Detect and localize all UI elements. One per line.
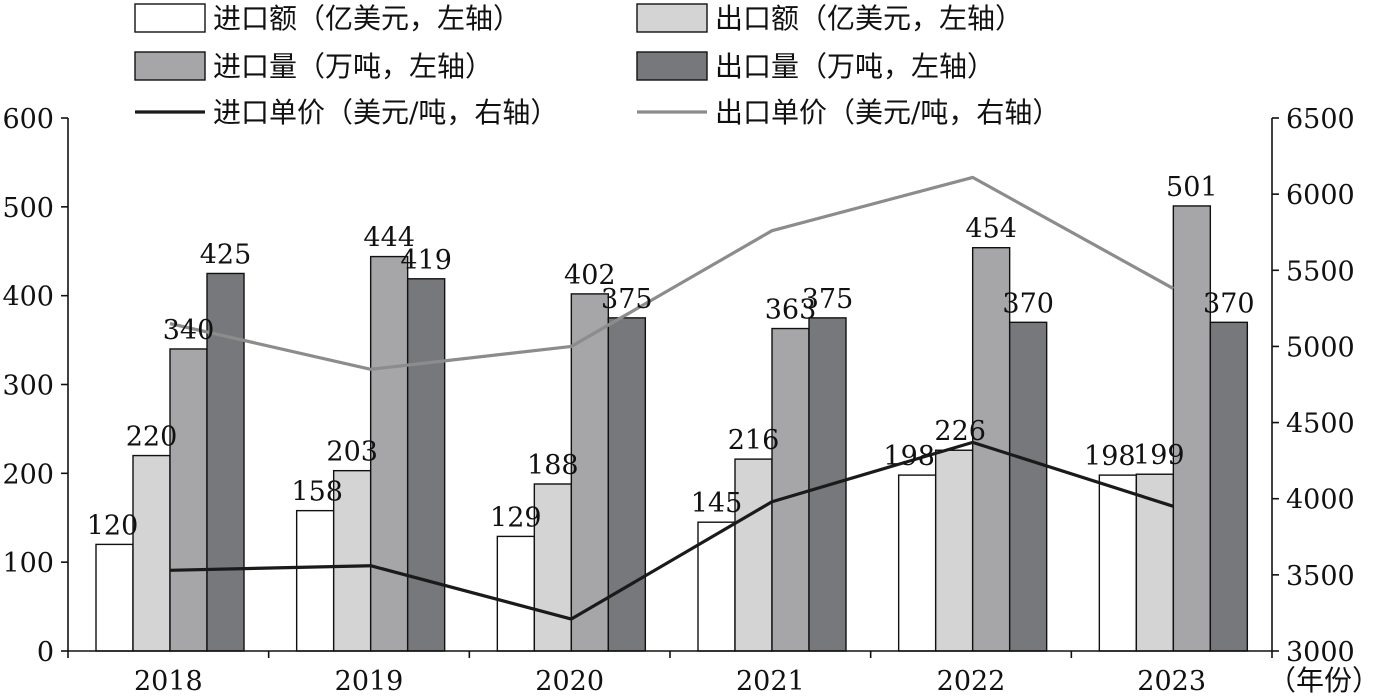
data-label: 444 [363, 223, 415, 254]
left-tick-label: 300 [2, 371, 54, 402]
bar-4-2022 [1008, 321, 1048, 652]
data-label: 220 [126, 422, 178, 453]
data-label: 501 [1166, 172, 1218, 203]
bar-4-2023 [1209, 321, 1249, 652]
right-tick-label: 4500 [1286, 409, 1355, 440]
bar-1-2019 [295, 509, 335, 652]
bar-2-2019 [332, 469, 372, 652]
data-label: 375 [601, 284, 653, 315]
right-tick-label: 3000 [1286, 637, 1355, 668]
data-label: 158 [291, 477, 343, 508]
bar-2-2018 [132, 454, 171, 652]
data-label: 198 [883, 441, 935, 472]
line-layer [169, 175, 1175, 621]
right-tick-label: 5500 [1286, 256, 1355, 287]
legend-label-1: 进口额（亿美元，左轴） [213, 2, 521, 35]
bar-3-2023 [1172, 205, 1212, 652]
legend: 进口额（亿美元，左轴） 出口额（亿美元，左轴） 进口量（万吨，左轴） 出口量（万吨，左… [134, 2, 1060, 129]
data-label: 454 [965, 214, 1017, 245]
bar-1-2023 [1098, 474, 1138, 652]
right-tick-label: 3500 [1286, 561, 1355, 592]
bar-3-2020 [570, 293, 610, 652]
left-tick-label: 500 [2, 193, 54, 224]
legend-swatch-2 [636, 3, 708, 33]
data-label: 129 [490, 502, 542, 533]
x-tick-label: 2021 [736, 666, 805, 696]
bar-1-2020 [496, 535, 536, 652]
data-label: 199 [1133, 440, 1185, 471]
x-tick-label: 2019 [335, 666, 404, 696]
axes: 0 100 200 300 400 500 600 3000 3500 4000 4500 5000 5… [2, 104, 1380, 696]
bar-layer [95, 205, 1249, 652]
data-label: 216 [728, 425, 780, 456]
data-label: 419 [400, 245, 452, 276]
legend-label-3: 进口量（万吨，左轴） [213, 50, 493, 83]
bar-2-2020 [533, 483, 573, 652]
right-tick-label: 4000 [1286, 485, 1355, 516]
x-tick-label: 2023 [1137, 666, 1206, 696]
bar-1-2022 [897, 474, 937, 652]
legend-swatch-1 [134, 3, 206, 33]
data-label: 340 [163, 315, 215, 346]
line-series-2 [169, 175, 1175, 371]
bar-2-2021 [734, 458, 773, 652]
data-label: 145 [691, 488, 743, 519]
legend-label-2: 出口额（亿美元，左轴） [715, 2, 1023, 35]
bar-2-2022 [934, 449, 974, 652]
legend-swatch-4 [636, 51, 708, 81]
data-label: 203 [326, 437, 378, 468]
bar-4-2019 [406, 278, 446, 652]
data-label-layer: 120 158 129 145 198 198 220 203 188 216 226 199 340 4… [87, 172, 1255, 541]
legend-label-6: 出口单价（美元/吨，右轴） [715, 96, 1060, 129]
data-label: 198 [1084, 441, 1136, 472]
data-label: 370 [1203, 288, 1255, 319]
legend-label-5: 进口单价（美元/吨，右轴） [213, 96, 558, 129]
legend-swatch-3 [134, 51, 206, 81]
x-tick-label: 2020 [535, 666, 604, 696]
data-label: 226 [934, 416, 986, 447]
line-series-1 [169, 440, 1174, 621]
left-tick-label: 100 [2, 548, 54, 579]
bar-1-2018 [95, 543, 134, 652]
bar-4-2020 [607, 317, 647, 652]
bar-3-2018 [169, 348, 208, 652]
x-tick-label: 2018 [134, 666, 203, 696]
right-tick-label: 6000 [1286, 180, 1355, 211]
data-label: 375 [802, 284, 854, 315]
left-tick-label: 0 [37, 637, 54, 668]
left-tick-label: 600 [2, 104, 54, 135]
right-tick-label: 6500 [1286, 104, 1355, 135]
data-label: 425 [200, 239, 252, 270]
data-label: 120 [87, 510, 139, 541]
x-axis-unit: （年份） [1268, 664, 1380, 696]
data-label: 363 [765, 295, 817, 326]
right-tick-label: 5000 [1286, 332, 1355, 363]
bar-3-2021 [771, 327, 810, 652]
bar-3-2019 [369, 255, 409, 652]
data-label: 370 [1002, 288, 1054, 319]
left-tick-label: 400 [2, 282, 54, 313]
data-label: 188 [527, 450, 579, 481]
data-label: 402 [564, 260, 616, 291]
left-tick-label: 200 [2, 459, 54, 490]
legend-label-4: 出口量（万吨，左轴） [715, 50, 995, 83]
x-tick-label: 2022 [937, 666, 1006, 696]
